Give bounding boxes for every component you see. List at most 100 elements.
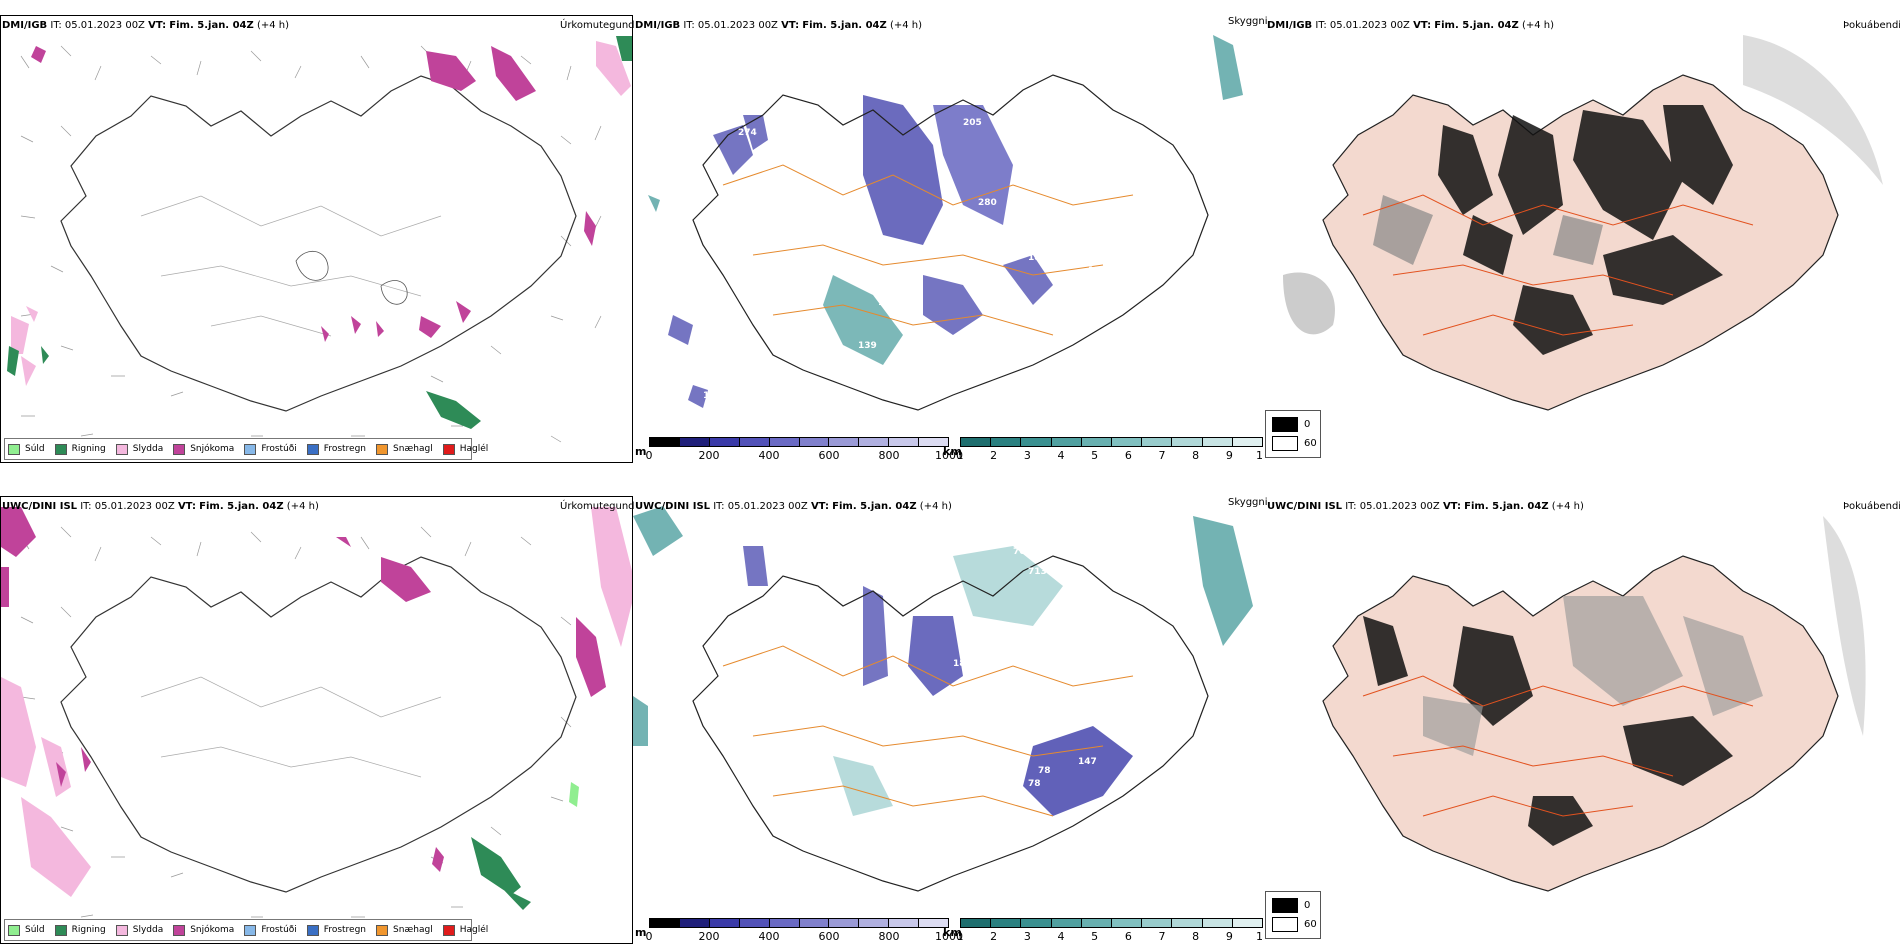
colorbar-tick: 4 bbox=[1057, 930, 1065, 943]
precip-legend-label: Frostregn bbox=[323, 925, 367, 935]
precip-legend-item: Súld bbox=[8, 443, 45, 455]
cloud-base-label: 206 bbox=[1063, 98, 1082, 108]
precip-legend-swatch bbox=[8, 924, 20, 936]
precip-legend-label: Snjókoma bbox=[190, 444, 235, 454]
precip-legend-label: Frostregn bbox=[323, 444, 367, 454]
colorbar-tick: 7 bbox=[1158, 449, 1166, 462]
colorbar-tick: 600 bbox=[818, 449, 840, 462]
precip-legend-swatch bbox=[376, 924, 389, 936]
precip-legend-item: Haglél bbox=[442, 443, 488, 455]
cloud-panel-row1: 700 313 205 210 206 186 241 280 199 210 274 190 186 1… bbox=[633, 15, 1263, 463]
precip-legend-item: Slydda bbox=[115, 443, 163, 455]
colorbar-tick: 5 bbox=[1091, 449, 1099, 462]
colorbar-segment bbox=[1232, 919, 1263, 927]
cloud-map-row2: 702 713 21 202 18 17 147 78 78 bbox=[633, 506, 1253, 892]
precip-legend-swatch bbox=[306, 924, 319, 936]
title-cloud-row1: Skyggni bbox=[1228, 16, 1268, 27]
precip-legend-item: Snæhagl bbox=[376, 443, 433, 455]
colorbar-segment bbox=[919, 919, 949, 927]
iceland-outline-cloud-row2 bbox=[692, 555, 1209, 892]
colorbar-segment bbox=[799, 438, 830, 446]
visibility-colorbar-row2: 1 2 3 4 5 6 7 8 9 10 bbox=[957, 918, 1263, 943]
header-fog-row1: DMI/IGB IT: 05.01.2023 00Z VT: Fim. 5.ja… bbox=[1267, 20, 1555, 31]
cloud-base-unit-row1: m bbox=[635, 445, 647, 458]
colorbar-tick: 2 bbox=[990, 930, 998, 943]
cloud-base-label: 105 bbox=[703, 391, 722, 401]
colorbar-tick: 1000 bbox=[935, 449, 963, 462]
colorbar-segment bbox=[679, 438, 710, 446]
colorbar-segment bbox=[1202, 919, 1233, 927]
title-precip-row2: Úrkomutegund bbox=[560, 501, 635, 512]
colorbar-segment bbox=[1112, 919, 1143, 927]
precip-legend-swatch bbox=[244, 443, 257, 455]
precip-panel-row1: Súld Rigning Slydda Snjókoma Frostúði Frostre… bbox=[0, 15, 633, 463]
colorbar-tick: 400 bbox=[758, 449, 780, 462]
precip-legend-swatch bbox=[173, 924, 186, 936]
cloud-base-label: 17 bbox=[908, 709, 921, 719]
cloud-base-label: 292 bbox=[678, 308, 697, 318]
precip-legend-label: Rigning bbox=[71, 925, 106, 935]
cloud-base-label: 199 bbox=[968, 218, 987, 228]
cloud-base-label: 702 bbox=[1013, 547, 1032, 557]
cloud-base-label: 202 bbox=[978, 649, 997, 659]
precip-legend-item: Frostregn bbox=[306, 443, 367, 455]
colorbar-segment bbox=[1081, 438, 1113, 446]
colorbar-segment bbox=[1172, 438, 1203, 446]
precip-panel-row2: Súld Rigning Slydda Snjókoma Frostúði Frostre… bbox=[0, 496, 633, 944]
cloud-base-label: 120 bbox=[1088, 266, 1107, 276]
precip-legend-swatch bbox=[173, 443, 186, 455]
colorbar-tick: 10 bbox=[1256, 930, 1263, 943]
colorbar-tick: 6 bbox=[1124, 449, 1132, 462]
precip-legend-label: Rigning bbox=[71, 444, 106, 454]
precip-legend-swatch bbox=[54, 443, 67, 455]
colorbar-segment bbox=[709, 919, 740, 927]
colorbar-segment bbox=[1112, 438, 1143, 446]
precip-legend-label: Súld bbox=[25, 925, 45, 935]
colorbar-tick: 3 bbox=[1023, 449, 1031, 462]
visibility-colorbar-row1: 1 2 3 4 5 6 7 8 9 10 bbox=[956, 437, 1263, 462]
cloud-base-label: 139 bbox=[858, 341, 877, 351]
fog-map-row2 bbox=[1322, 516, 1866, 892]
colorbar-segment bbox=[1081, 919, 1113, 927]
colorbar-segment bbox=[829, 919, 860, 927]
colorbar-tick: 4 bbox=[1057, 449, 1065, 462]
title-cloud-row2: Skyggni bbox=[1228, 497, 1268, 508]
colorbar-tick: 600 bbox=[818, 930, 840, 943]
colorbar-tick: 7 bbox=[1158, 930, 1166, 943]
precip-legend-row2: Súld Rigning Slydda Snjókoma Frostúði Frostre… bbox=[4, 919, 488, 941]
precip-legend-swatch bbox=[244, 924, 257, 936]
colorbar-tick: 8 bbox=[1192, 930, 1200, 943]
cloud-base-label: 280 bbox=[978, 198, 997, 208]
header-fog-row2: UWC/DINI ISL IT: 05.01.2023 00Z VT: Fim.… bbox=[1267, 501, 1584, 512]
colorbar-tick: 1000 bbox=[935, 930, 963, 943]
precip-legend-swatch bbox=[376, 443, 389, 455]
colorbar-segment bbox=[961, 919, 992, 927]
precip-legend-row1: Súld Rigning Slydda Snjókoma Frostúði Frostre… bbox=[4, 438, 488, 460]
cloud-base-colorbar-row2: 0 200 400 600 800 1000 bbox=[646, 918, 963, 943]
colorbar-segment bbox=[859, 919, 890, 927]
precip-map-row2 bbox=[1, 507, 632, 928]
colorbar-segment bbox=[1172, 919, 1203, 927]
precip-legend-label: Frostúði bbox=[261, 925, 297, 935]
colorbar-segment bbox=[799, 919, 830, 927]
precip-legend-item: Rigning bbox=[54, 443, 106, 455]
fog-legend-row2: 0 60 bbox=[1265, 891, 1321, 939]
colorbar-tick: 1 bbox=[956, 449, 964, 462]
precip-legend-label: Snæhagl bbox=[393, 925, 433, 935]
colorbar-tick: 200 bbox=[698, 930, 720, 943]
precip-legend-item: Frostúði bbox=[244, 924, 297, 936]
cloud-base-label: 135 bbox=[878, 298, 897, 308]
colorbar-segment bbox=[991, 438, 1022, 446]
cloud-panel-row2: 702 713 21 202 18 17 147 78 78 0 200 400 600 800 1000… bbox=[633, 496, 1263, 944]
cloud-base-label: 274 bbox=[738, 128, 757, 138]
iceland-outline-cloud-row1 bbox=[692, 74, 1209, 411]
colorbar-segment bbox=[1142, 919, 1173, 927]
colorbar-segment bbox=[1051, 438, 1082, 446]
visibility-unit-row2: km bbox=[943, 926, 962, 939]
colorbar-tick: 400 bbox=[758, 930, 780, 943]
cloud-base-label: 147 bbox=[1078, 757, 1097, 767]
colorbar-segment bbox=[709, 438, 740, 446]
colorbar-segment bbox=[739, 919, 770, 927]
precip-legend-label: Snjókoma bbox=[190, 925, 235, 935]
fog-map-row1 bbox=[1283, 35, 1883, 411]
